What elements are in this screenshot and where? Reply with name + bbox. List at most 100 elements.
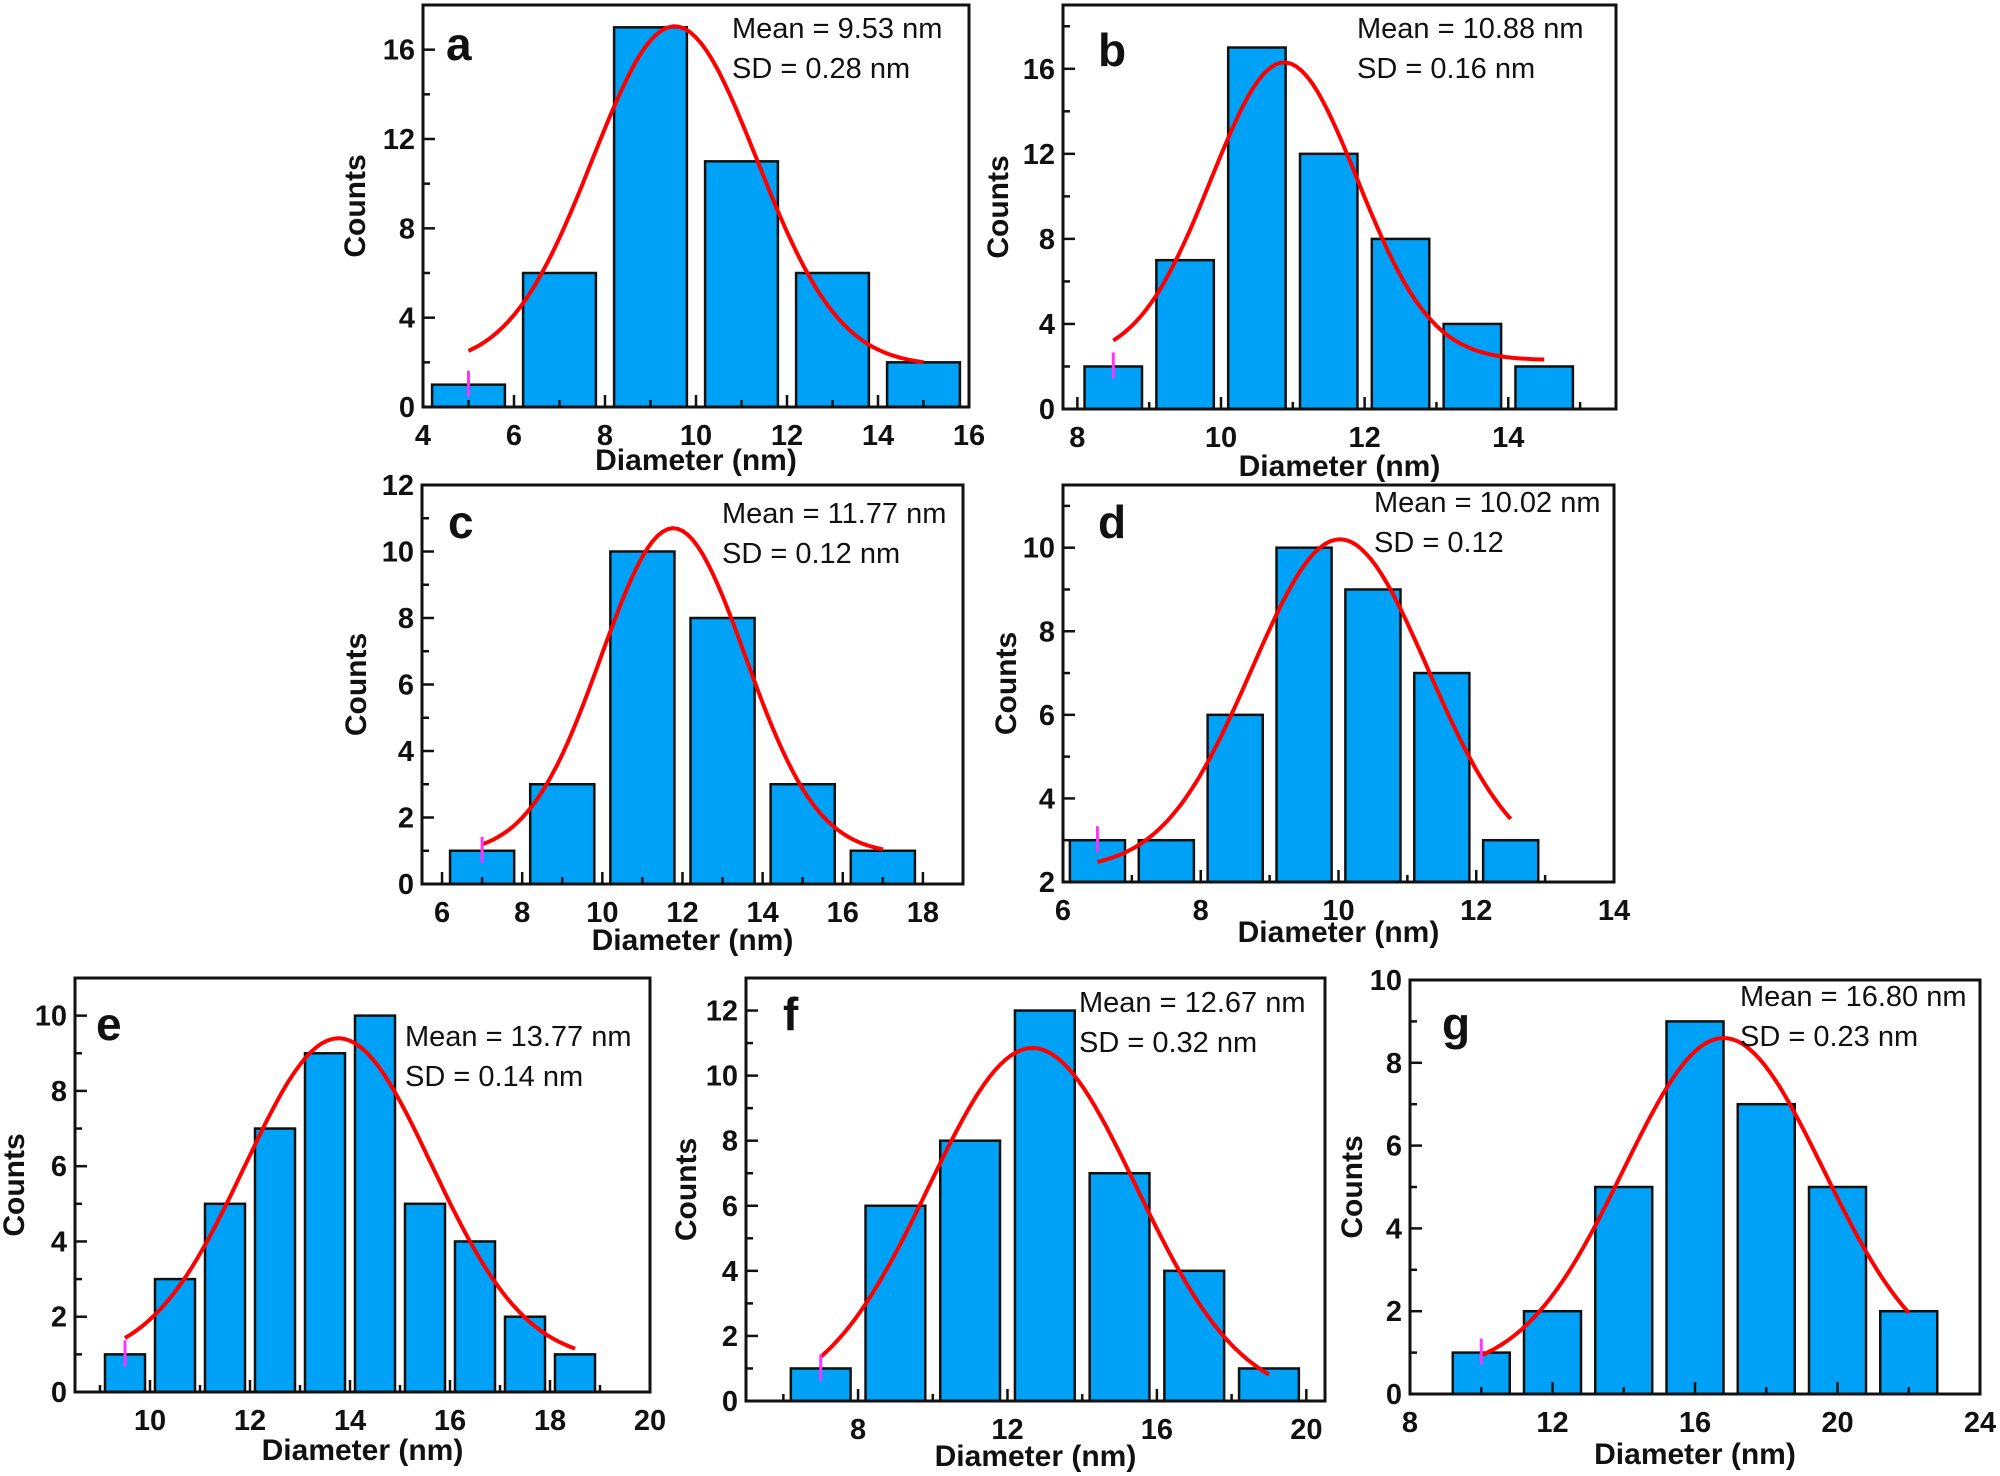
sd-annotation: SD = 0.32 nm xyxy=(1079,1027,1257,1059)
histogram-bar xyxy=(1344,588,1402,884)
y-tick-label: 8 xyxy=(1039,616,1055,648)
mean-annotation: Mean = 9.53 nm xyxy=(732,13,942,45)
x-tick-label: 8 xyxy=(597,420,613,452)
x-tick-label: 12 xyxy=(1349,422,1381,454)
x-tick-label: 14 xyxy=(1492,422,1524,454)
y-tick-label: 0 xyxy=(1039,394,1055,426)
y-tick-label: 12 xyxy=(1023,139,1055,171)
histogram-bar xyxy=(938,1139,1002,1403)
gaussian-fit-curve xyxy=(123,1036,576,1351)
mean-annotation: Mean = 11.77 nm xyxy=(722,498,946,530)
histogram-bar xyxy=(1522,1309,1583,1396)
x-tick-label: 14 xyxy=(334,1405,366,1437)
mean-annotation: Mean = 13.77 nm xyxy=(405,1021,632,1053)
x-tick-label: 14 xyxy=(862,420,894,452)
histogram-bar xyxy=(253,1127,297,1394)
mean-annotation: Mean = 10.02 nm xyxy=(1374,487,1601,519)
y-tick-label: 6 xyxy=(51,1151,67,1183)
histogram-bar xyxy=(612,26,689,409)
x-tick-label: 12 xyxy=(1536,1407,1568,1439)
x-tick-label: 8 xyxy=(1402,1407,1418,1439)
sd-annotation: SD = 0.14 nm xyxy=(405,1061,583,1093)
y-tick-label: 6 xyxy=(722,1191,738,1223)
y-tick-label: 4 xyxy=(51,1226,67,1258)
gaussian-fit-curve xyxy=(1096,537,1513,864)
histogram-bar xyxy=(203,1202,247,1394)
x-tick-label: 20 xyxy=(1290,1414,1322,1446)
y-tick-label: 10 xyxy=(35,1001,67,1033)
x-tick-label: 20 xyxy=(1821,1407,1853,1439)
panel-label: b xyxy=(1098,24,1126,76)
x-tick-label: 10 xyxy=(680,420,712,452)
x-tick-label: 10 xyxy=(134,1405,166,1437)
histogram-bar xyxy=(303,1052,347,1394)
y-tick-label: 10 xyxy=(382,537,414,569)
x-tick-label: 16 xyxy=(1679,1407,1711,1439)
x-axis-title: Diameter (nm) xyxy=(935,1440,1137,1473)
gaussian-fit-curve xyxy=(1112,60,1545,362)
mean-annotation: Mean = 16.80 nm xyxy=(1740,981,1967,1013)
histogram-bar xyxy=(1736,1102,1796,1396)
x-tick-label: 6 xyxy=(506,420,522,452)
x-tick-label: 24 xyxy=(1964,1407,1996,1439)
y-tick-label: 4 xyxy=(398,736,414,768)
x-tick-label: 14 xyxy=(1598,895,1630,927)
plot-frame xyxy=(1061,3,1618,411)
x-tick-label: 16 xyxy=(1141,1414,1173,1446)
panel-label: g xyxy=(1442,998,1470,1050)
histogram-bar xyxy=(553,1353,597,1394)
y-tick-label: 8 xyxy=(51,1076,67,1108)
y-tick-label: 6 xyxy=(1039,700,1055,732)
y-tick-label: 10 xyxy=(1370,965,1402,997)
histogram-bar xyxy=(703,160,780,409)
y-tick-label: 12 xyxy=(383,124,415,156)
histogram-bar xyxy=(1665,1020,1725,1396)
histogram-bar xyxy=(1298,152,1359,411)
y-tick-label: 8 xyxy=(398,603,414,635)
y-tick-label: 6 xyxy=(398,670,414,702)
mean-annotation: Mean = 12.67 nm xyxy=(1079,987,1306,1019)
histogram-bar xyxy=(1807,1185,1868,1396)
x-tick-label: 14 xyxy=(746,897,778,929)
x-tick-label: 8 xyxy=(850,1414,866,1446)
y-tick-label: 10 xyxy=(706,1061,738,1093)
y-tick-label: 12 xyxy=(706,996,738,1028)
histogram-bar xyxy=(769,783,837,886)
histogram-bar xyxy=(1088,1171,1151,1403)
y-tick-label: 10 xyxy=(1023,533,1055,565)
sd-annotation: SD = 0.28 nm xyxy=(732,53,910,85)
y-tick-label: 8 xyxy=(1039,224,1055,256)
x-tick-label: 8 xyxy=(1193,895,1209,927)
x-tick-label: 16 xyxy=(434,1405,466,1437)
y-tick-label: 4 xyxy=(1386,1213,1402,1245)
histogram-bar xyxy=(403,1202,447,1394)
histogram-bar xyxy=(153,1277,197,1394)
x-tick-label: 8 xyxy=(1069,422,1085,454)
histogram-bar xyxy=(1370,237,1431,411)
y-tick-label: 2 xyxy=(51,1302,67,1334)
histogram-bar xyxy=(885,361,962,409)
histogram-bar xyxy=(1163,1269,1226,1403)
panel-e: 10 12 14 16 18 20 0 2 4 6 8 10 Diameter (nm) Counts e M… xyxy=(0,976,666,1467)
x-tick-label: 12 xyxy=(1460,895,1492,927)
x-axis-title: Diameter (nm) xyxy=(1239,450,1441,483)
x-axis-title: Diameter (nm) xyxy=(595,444,797,477)
histogram-bar xyxy=(453,1240,497,1394)
x-axis-title: Diameter (nm) xyxy=(1238,916,1440,949)
mean-annotation: Mean = 10.88 nm xyxy=(1357,13,1584,45)
histogram-bar xyxy=(1155,258,1216,411)
y-tick-label: 0 xyxy=(398,869,414,901)
x-tick-label: 12 xyxy=(991,1414,1023,1446)
sd-annotation: SD = 0.16 nm xyxy=(1357,53,1535,85)
panel-label: e xyxy=(96,998,122,1050)
y-tick-label: 16 xyxy=(1023,54,1055,86)
histogram-bar xyxy=(521,271,598,409)
sd-annotation: SD = 0.23 nm xyxy=(1740,1021,1918,1053)
y-tick-label: 2 xyxy=(1039,867,1055,899)
y-axis-title: Counts xyxy=(990,632,1023,735)
histogram-bar xyxy=(353,1014,397,1394)
y-tick-label: 0 xyxy=(399,392,415,424)
